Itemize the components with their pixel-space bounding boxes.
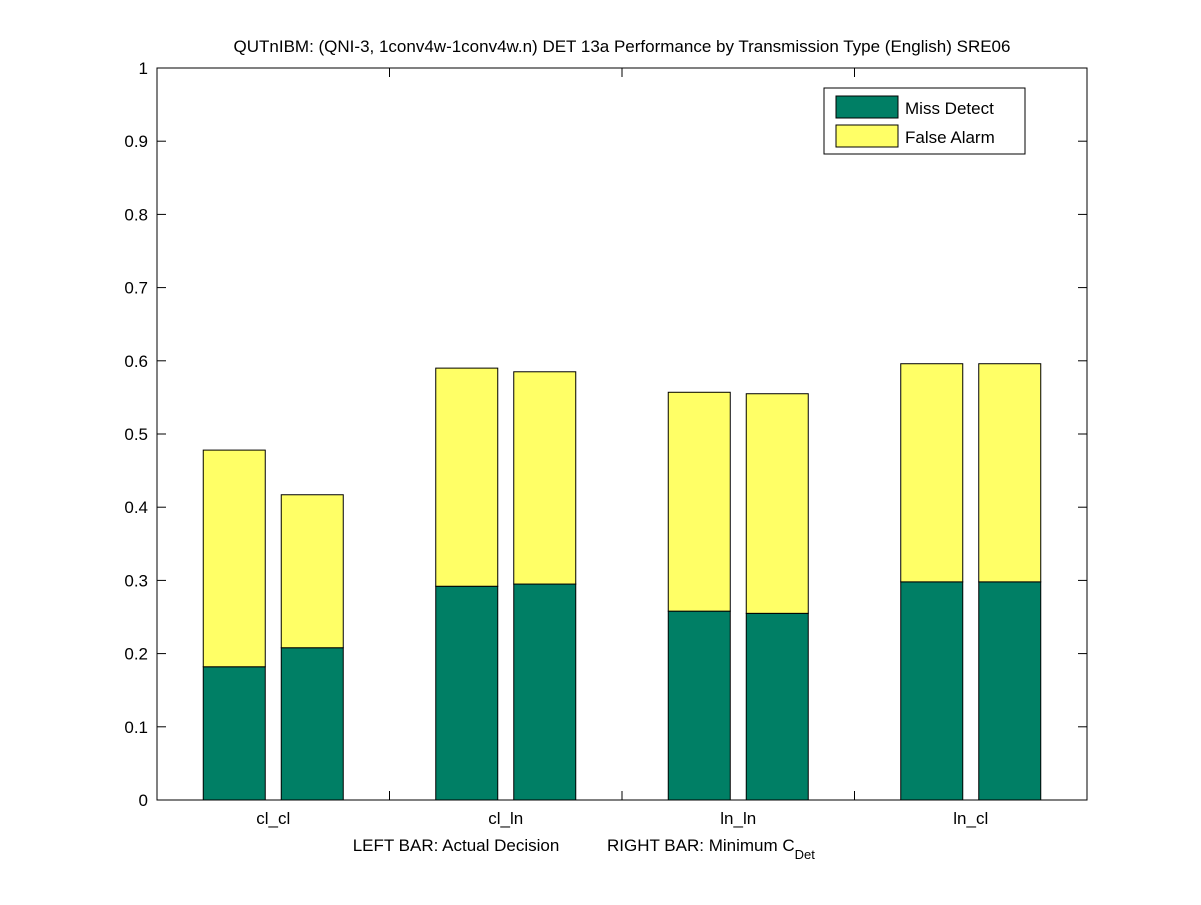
bar-miss-detect-ln_ln-minimum [745, 612, 809, 801]
xlabel-right-subscript: Det [795, 847, 816, 862]
y-tick-label: 0.6 [124, 352, 148, 371]
chart-title: QUTnIBM: (QNI-3, 1conv4w-1conv4w.n) DET … [234, 37, 1011, 56]
bar-false-alarm-ln_cl-actual [900, 363, 964, 583]
bar-false-alarm-cl_cl-actual [202, 449, 266, 668]
y-tick-label: 0.9 [124, 132, 148, 151]
bar-miss-detect-cl_ln-actual [435, 585, 499, 801]
bar-miss-detect-cl_ln-minimum [513, 583, 577, 801]
bar-false-alarm-ln_ln-minimum [745, 393, 809, 614]
bar-miss-detect-cl_cl-minimum [280, 647, 344, 801]
bar-miss-detect-cl_cl-actual [202, 666, 266, 801]
bar-false-alarm-ln_cl-minimum [978, 363, 1042, 583]
y-tick-label: 0.5 [124, 425, 148, 444]
y-tick-label: 0.2 [124, 645, 148, 664]
legend-label-miss-detect: Miss Detect [905, 99, 994, 118]
legend-swatch-false-alarm [835, 124, 899, 148]
bar-miss-detect-ln_cl-minimum [978, 581, 1042, 801]
bar-false-alarm-ln_ln-actual [667, 391, 731, 612]
y-tick-label: 0 [139, 791, 148, 810]
x-tick-label: ln_ln [720, 809, 756, 828]
legend: Miss Detect False Alarm [823, 87, 1026, 155]
xlabel-right-main: RIGHT BAR: Minimum C [607, 836, 795, 855]
x-tick-label: cl_cl [256, 809, 290, 828]
xlabel-right: RIGHT BAR: Minimum CDet [607, 836, 815, 862]
x-tick-label: cl_ln [488, 809, 523, 828]
legend-label-false-alarm: False Alarm [905, 128, 995, 147]
bar-false-alarm-cl_ln-minimum [513, 371, 577, 585]
xlabel-left: LEFT BAR: Actual Decision [353, 836, 560, 855]
y-tick-label: 0.8 [124, 205, 148, 224]
y-tick-label: 0.1 [124, 718, 148, 737]
legend-swatch-miss-detect [835, 95, 899, 119]
y-tick-label: 0.7 [124, 279, 148, 298]
bar-miss-detect-ln_ln-actual [667, 610, 731, 801]
bar-false-alarm-cl_ln-actual [435, 367, 499, 587]
y-tick-label: 1 [139, 59, 148, 78]
bar-false-alarm-cl_cl-minimum [280, 494, 344, 649]
x-tick-label: ln_cl [953, 809, 988, 828]
y-tick-label: 0.3 [124, 571, 148, 590]
y-tick-label: 0.4 [124, 498, 148, 517]
bar-miss-detect-ln_cl-actual [900, 581, 964, 801]
